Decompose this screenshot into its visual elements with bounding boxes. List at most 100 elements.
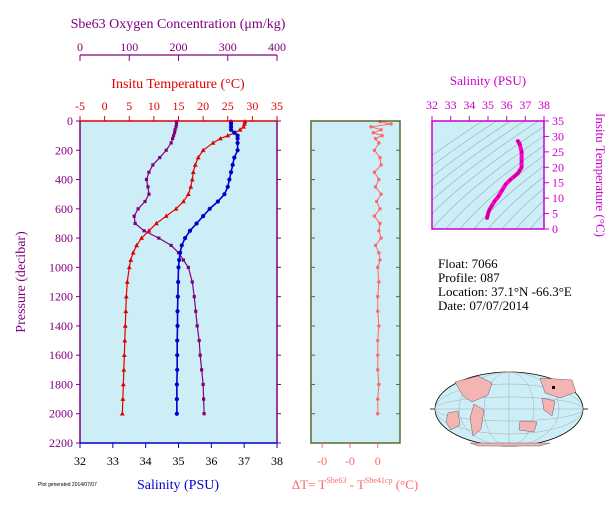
salinity-point: [228, 124, 234, 129]
date-info: Date: 07/07/2014: [438, 298, 529, 313]
pressure-tick-label: 1200: [49, 290, 73, 304]
salinity-point: [235, 140, 240, 146]
temperature-point: [122, 337, 128, 343]
salinity-tick-label: 37: [238, 454, 250, 468]
delta-t-point: [376, 265, 380, 270]
temperature-point: [200, 147, 206, 153]
ts-temperature-label: Insitu Temperature (°C): [593, 113, 608, 237]
oxygen-point: [146, 185, 150, 189]
delta-t-point: [378, 155, 382, 160]
temperature-point: [242, 121, 247, 126]
oxygen-tick-label: 0: [77, 40, 83, 54]
oxygen-point: [197, 338, 201, 343]
delta-t-point: [376, 309, 380, 313]
temperature-point: [237, 127, 243, 132]
oxygen-point: [174, 122, 179, 126]
delta-t-point: [377, 324, 381, 328]
ts-point: [520, 150, 524, 154]
delta-t-point: [377, 280, 381, 284]
salinity-tick-label: 36: [205, 454, 217, 468]
oxygen-axis-label: Sbe63 Oxygen Concentration (μm/kg): [71, 17, 286, 32]
salinity-axis-label: Salinity (PSU): [137, 478, 219, 493]
salinity-point: [175, 367, 180, 372]
delta-t-tick-label: -0: [345, 454, 355, 468]
ts-salinity-tick-label: 36: [501, 98, 513, 112]
oxygen-point: [194, 309, 198, 313]
delta-t-tick-label: -0: [317, 454, 327, 468]
oxygen-point: [133, 221, 137, 226]
delta-t-point: [379, 163, 383, 167]
salinity-point: [228, 121, 234, 127]
density-contour: [432, 121, 526, 189]
oxygen-point: [143, 199, 147, 204]
temperature-tick-label: -5: [75, 99, 85, 113]
delta-t-point: [376, 353, 380, 357]
temperature-point: [126, 264, 132, 270]
oxygen-tick-label: 400: [268, 40, 286, 54]
temperature-point: [225, 133, 231, 138]
ts-temperature-tick-label: 10: [552, 191, 564, 205]
oxygen-point: [136, 207, 140, 211]
oxygen-point: [157, 236, 161, 240]
delta-t-point: [372, 148, 377, 152]
temperature-point: [123, 294, 129, 299]
pressure-axis-label: Pressure (decibar): [14, 231, 29, 333]
ts-point: [518, 142, 522, 146]
float-info: Float: 7066: [438, 256, 498, 271]
density-contour: [529, 213, 544, 229]
oxygen-point: [190, 280, 194, 284]
oxygen-point: [195, 324, 199, 328]
temperature-tick-label: 0: [102, 99, 108, 113]
salinity-point: [215, 199, 220, 204]
salinity-point: [222, 192, 227, 197]
ts-point: [520, 159, 524, 163]
salinity-point: [179, 243, 184, 248]
temperature-point: [181, 198, 186, 204]
ts-salinity-tick-label: 32: [426, 98, 438, 112]
delta-t-series: [369, 120, 393, 416]
delta-t-point: [376, 294, 380, 299]
ts-point: [492, 199, 497, 203]
density-contour: [432, 121, 498, 167]
ts-series: [485, 139, 524, 220]
oxygen-tick-label: 100: [120, 40, 138, 54]
oxygen-point: [169, 243, 173, 248]
salinity-point: [174, 382, 179, 387]
pressure-tick-label: 2200: [49, 436, 73, 450]
salinity-point: [230, 162, 235, 168]
temperature-point: [134, 242, 140, 248]
delta-t-point: [377, 251, 381, 255]
delta-t-point: [373, 136, 378, 141]
delta-t-panel: [311, 121, 400, 443]
delta-t-axis-ticks: -0 -0 0: [311, 120, 400, 468]
temperature-point: [173, 206, 179, 211]
temperature-point: [122, 323, 128, 328]
pressure-tick-label: 1400: [49, 319, 73, 333]
salinity-point: [194, 221, 199, 226]
pressure-tick-label: 1600: [49, 348, 73, 362]
oxygen-point: [202, 397, 206, 401]
ts-point: [490, 204, 494, 208]
delta-t-point: [373, 243, 378, 248]
pressure-tick-label: 400: [55, 173, 73, 187]
pressure-tick-label: 1000: [49, 260, 73, 274]
salinity-tick-label: 38: [271, 454, 283, 468]
ts-temperature-tick-label: 20: [552, 160, 564, 174]
ts-salinity-tick-label: 34: [463, 98, 475, 112]
temperature-point: [195, 154, 201, 160]
salinity-point: [174, 396, 179, 402]
salinity-point: [235, 133, 240, 138]
oxygen-point: [174, 125, 178, 129]
oxygen-point: [151, 163, 155, 167]
temperature-point: [153, 220, 159, 226]
oxygen-point: [202, 412, 206, 416]
salinity-point: [175, 338, 180, 343]
oxygen-point: [164, 148, 168, 152]
salinity-point: [228, 170, 234, 175]
delta-t-point: [378, 221, 382, 226]
salinity-point: [177, 257, 182, 263]
ts-temperature-tick-label: 5: [552, 207, 558, 221]
delta-t-point: [372, 170, 377, 174]
temperature-tick-label: 5: [126, 99, 132, 113]
